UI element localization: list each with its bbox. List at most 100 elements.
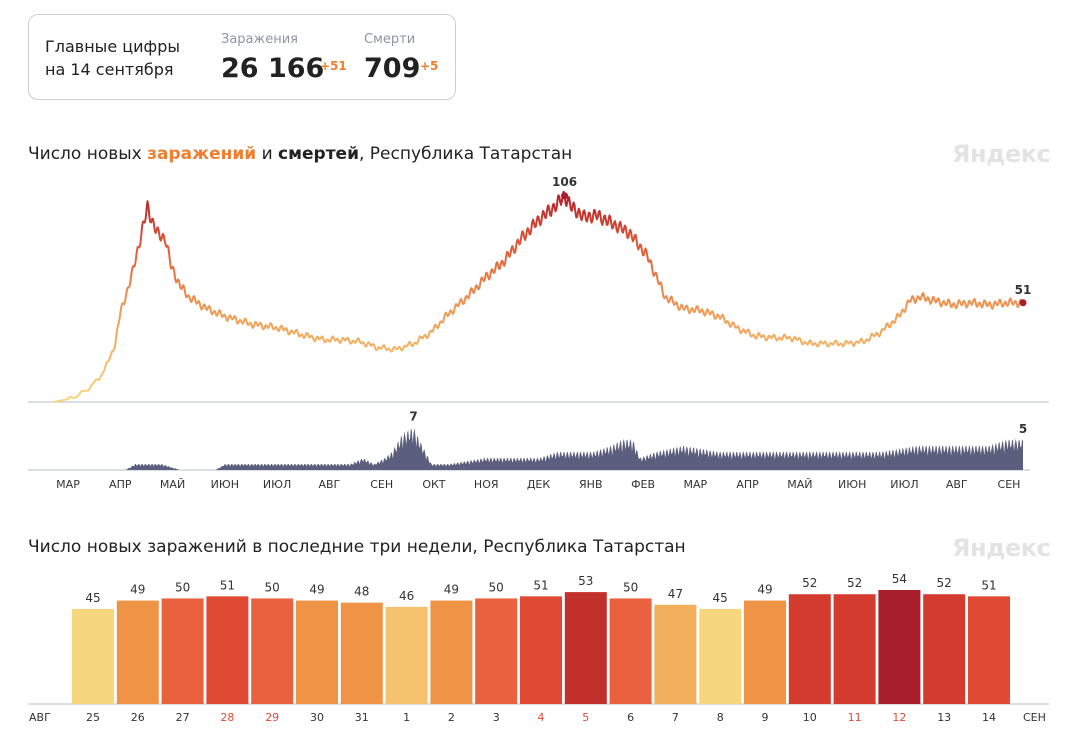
month-label: СЕН [370, 478, 393, 491]
bar-value-label: 49 [130, 583, 145, 597]
bar-category-label: 30 [310, 711, 324, 724]
bar [430, 600, 473, 704]
bar-value-label: 51 [981, 578, 996, 592]
yandex-watermark-2: Яндекс [952, 534, 1051, 562]
bar [833, 594, 876, 704]
bar-category-label: 25 [86, 711, 100, 724]
bar-category-label: 14 [982, 711, 996, 724]
bar [878, 590, 921, 704]
bar [968, 596, 1010, 704]
bar [340, 602, 383, 704]
deaths-last-label: 5 [1019, 422, 1027, 436]
month-label: НОЯ [474, 478, 499, 491]
month-label: АПР [736, 478, 759, 491]
bar-value-label: 46 [399, 589, 414, 603]
bar-category-label: 2 [448, 711, 455, 724]
bar-value-label: 52 [847, 576, 862, 590]
yandex-watermark-1: Яндекс [952, 140, 1051, 168]
month-label: ИЮЛ [263, 478, 291, 491]
bar-category-label: 13 [937, 711, 951, 724]
month-label: ОКТ [422, 478, 445, 491]
bar [699, 609, 742, 704]
bar [923, 594, 966, 704]
cases-label: Заражения [221, 32, 298, 47]
bar-category-label: 1 [403, 711, 410, 724]
month-label: МАЙ [787, 478, 812, 491]
bar-month-end: СЕН [1023, 711, 1046, 724]
bar-value-label: 45 [85, 591, 100, 605]
cases-value: 26 166 [221, 53, 325, 84]
bar-category-label: 31 [355, 711, 369, 724]
bar-category-label: 7 [672, 711, 679, 724]
line-chart-title-infections: заражений [147, 144, 257, 164]
bar-value-label: 45 [713, 591, 728, 605]
deaths-series-area [54, 428, 1023, 470]
bar [564, 592, 607, 704]
month-label: АВГ [318, 478, 340, 491]
line-chart-title-part1: Число новых [28, 144, 148, 164]
month-label: ЯНВ [579, 478, 602, 491]
month-label: ИЮН [838, 478, 866, 491]
infections-peak-point [561, 192, 569, 200]
bar-value-label: 49 [309, 583, 324, 597]
bar-value-label: 51 [533, 578, 548, 592]
bar-value-label: 52 [937, 576, 952, 590]
deaths-delta: +5 [420, 59, 439, 73]
bar-value-label: 48 [354, 585, 369, 599]
bar-category-label: 11 [848, 711, 862, 724]
bar [609, 598, 652, 704]
bar [475, 598, 518, 704]
deaths-value: 709 [364, 53, 421, 84]
bar [161, 598, 204, 704]
bar-category-label: 27 [176, 711, 190, 724]
cases-delta: +51 [320, 59, 347, 73]
bar [296, 600, 338, 704]
bar [116, 600, 159, 704]
bar [206, 596, 249, 704]
bar-value-label: 52 [802, 576, 817, 590]
month-label: АВГ [946, 478, 968, 491]
month-label: МАР [684, 478, 708, 491]
bar-category-label: 8 [717, 711, 724, 724]
month-label: СЕН [998, 478, 1021, 491]
infections-peak-label: 106 [552, 175, 577, 189]
bar-category-label: 9 [762, 711, 769, 724]
bar-value-label: 50 [489, 580, 504, 594]
bar-category-label: 3 [493, 711, 500, 724]
bar [520, 596, 562, 704]
line-chart-title-part5: , Республика Татарстан [359, 144, 573, 164]
line-chart-title-deaths: смертей [278, 144, 359, 164]
bar-value-label: 50 [265, 580, 280, 594]
bar-value-label: 49 [444, 583, 459, 597]
bar-category-label: 12 [892, 711, 906, 724]
bar [251, 598, 294, 704]
bar-category-label: 4 [538, 711, 545, 724]
bar-value-label: 49 [757, 583, 772, 597]
bar-value-label: 54 [892, 572, 907, 586]
bar-value-label: 47 [668, 587, 683, 601]
bar [654, 604, 697, 704]
bar [788, 594, 831, 704]
bar-value-label: 53 [578, 574, 593, 588]
summary-label: Главные цифры на 14 сентября [45, 35, 205, 81]
bar-category-label: 6 [627, 711, 634, 724]
summary-label-line1: Главные цифры [45, 37, 180, 56]
bar [385, 606, 428, 704]
line-chart-title-part3: и [256, 144, 279, 164]
infections-last-label: 51 [1015, 283, 1032, 297]
month-label: ФЕВ [631, 478, 655, 491]
summary-card: Главные цифры на 14 сентября Заражения 2… [28, 14, 456, 100]
bar-value-label: 50 [623, 580, 638, 594]
bar-category-label: 5 [582, 711, 589, 724]
bar-category-label: 29 [265, 711, 279, 724]
line-chart-title: Число новых заражений и смертей, Республ… [28, 144, 572, 164]
bar-category-label: 28 [220, 711, 234, 724]
month-label: АПР [109, 478, 132, 491]
infections-series-line [53, 190, 1024, 403]
bar-category-label: 26 [131, 711, 145, 724]
month-label: ИЮЛ [890, 478, 918, 491]
bar-category-label: 10 [803, 711, 817, 724]
month-label: ИЮН [211, 478, 239, 491]
bar [72, 609, 114, 704]
bar-month-start: АВГ [29, 711, 51, 724]
